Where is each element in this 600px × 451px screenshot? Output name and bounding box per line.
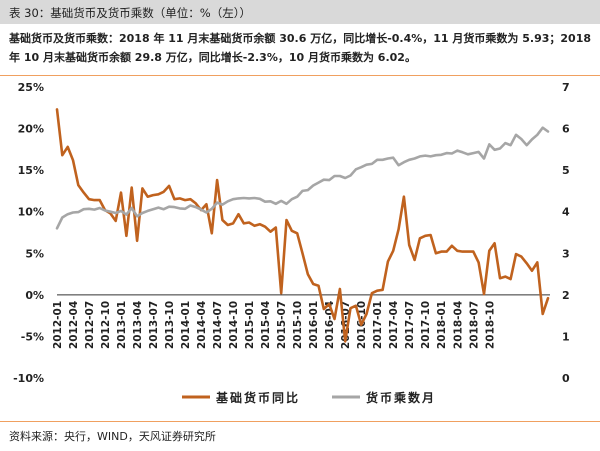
x-tick-label: 2013-04 [132,301,144,349]
legend-label: 基础货币同比 [215,390,300,405]
y-left-tick-label: 20% [18,123,44,136]
y-right-tick-label: 4 [562,206,570,219]
x-tick-label: 2013-10 [164,301,176,349]
chart-description: 基础货币及货币乘数：2018 年 11 月末基础货币余额 30.6 万亿，同比增… [9,32,592,64]
y-left-tick-label: 0% [25,289,44,302]
series-line-base-money [55,108,550,343]
chart-area: 25% 20% 15% 10% 5% 0% -5% -10% 7 6 5 4 3 2 1 0 2012-01… [13,81,570,405]
x-tick-label: 2012-07 [84,301,96,349]
x-tick-label: 2015-07 [276,301,288,349]
legend-label: 货币乘数月 [366,390,436,405]
y-right-tick-label: 1 [562,330,570,343]
y-left-tick-label: 5% [25,247,44,260]
x-tick-label: 2017-07 [404,301,416,349]
x-tick-label: 2016-01 [308,301,320,349]
y-right-tick-label: 2 [562,289,570,302]
x-tick-label: 2013-01 [116,301,128,349]
separator-top [0,75,600,76]
x-tick-label: 2014-10 [228,301,240,349]
x-tick-label: 2015-10 [292,301,304,349]
y-right-tick-label: 6 [562,123,570,136]
x-tick-label: 2015-04 [260,301,272,349]
source-note: 资料来源：央行，WIND，天风证券研究所 [9,430,216,443]
x-tick-label: 2012-01 [52,301,64,349]
x-tick-label: 2018-07 [468,301,480,349]
x-tick-label: 2012-10 [100,301,112,349]
x-tick-label: 2018-01 [436,301,448,349]
x-tick-label: 2014-07 [212,301,224,349]
x-tick-label: 2015-01 [244,301,256,349]
x-tick-label: 2013-07 [148,301,160,349]
y-right-tick-label: 7 [562,81,570,94]
y-right-tick-label: 5 [562,164,570,177]
table-caption: 表 30：基础货币及货币乘数（单位：%（左）） [0,0,600,24]
series-line-multiplier [55,126,550,230]
y-left-tick-label: 10% [18,206,44,219]
x-tick-label: 2012-04 [68,301,80,349]
x-tick-label: 2017-10 [420,301,432,349]
y-left-tick-label: -10% [13,372,44,385]
x-tick-label: 2017-01 [372,301,384,349]
y-right-tick-label: 0 [562,372,570,385]
y-left-tick-label: 25% [18,81,44,94]
x-tick-label: 2018-04 [452,301,464,349]
x-tick-label: 2018-10 [484,301,496,349]
x-tick-label: 2014-01 [180,301,192,349]
y-left-tick-label: 15% [18,164,44,177]
x-tick-label: 2014-04 [196,301,208,349]
y-right-tick-label: 3 [562,247,570,260]
separator-bottom [0,421,600,422]
x-tick-label: 2017-04 [388,301,400,349]
y-left-tick-label: -5% [21,330,44,343]
